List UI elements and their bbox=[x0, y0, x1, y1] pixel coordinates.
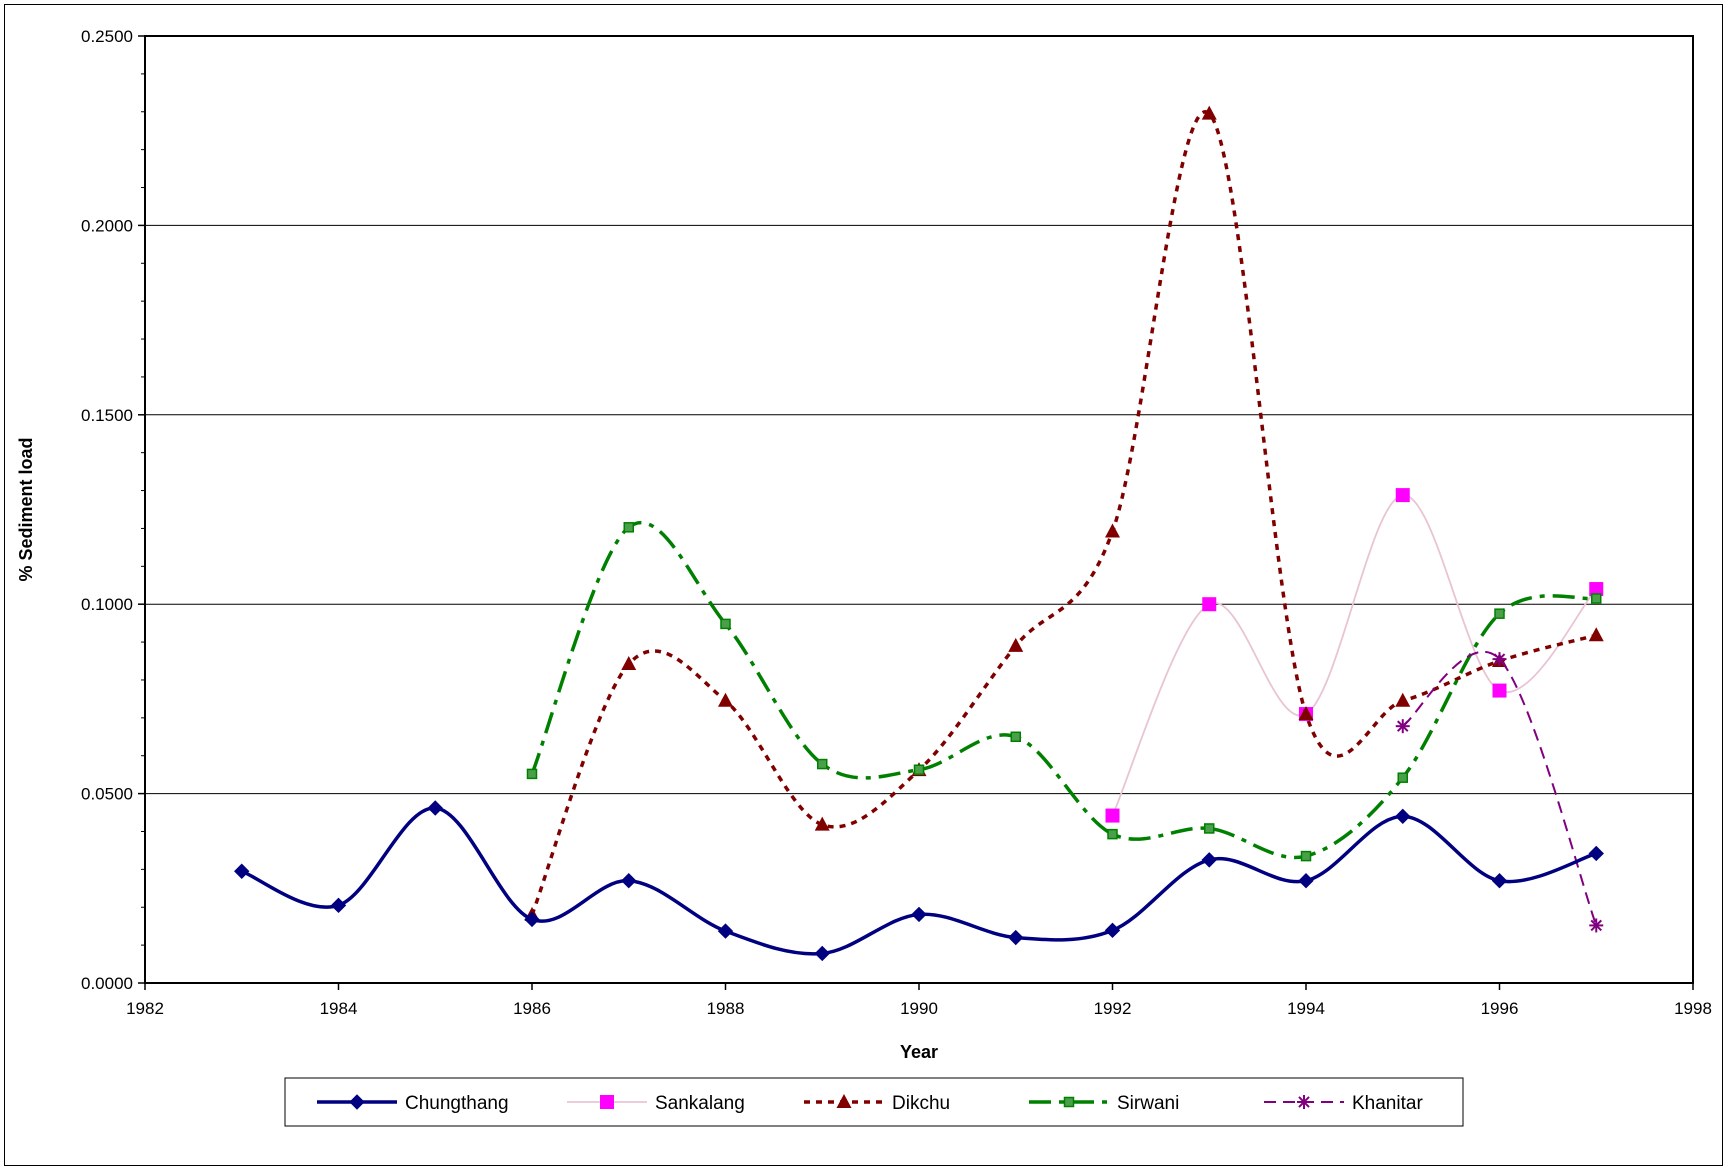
data-point-chungthang bbox=[1493, 874, 1507, 888]
data-point-chungthang bbox=[1589, 846, 1603, 860]
data-point-sirwani bbox=[1108, 830, 1117, 839]
legend: Chungthang Sankalang Dikchu Sirwani Khanitar bbox=[285, 1078, 1463, 1126]
data-point-dikchu bbox=[1395, 693, 1410, 707]
y-tick-label: 0.2000 bbox=[81, 216, 133, 235]
series-sankalang bbox=[1106, 488, 1604, 822]
data-point-chungthang bbox=[1299, 874, 1313, 888]
data-point-sirwani bbox=[1302, 852, 1311, 861]
data-point-chungthang bbox=[525, 912, 539, 926]
legend-marker bbox=[1065, 1098, 1074, 1107]
y-tick-label: 0.0500 bbox=[81, 785, 133, 804]
x-tick-label: 1998 bbox=[1674, 999, 1712, 1018]
legend-label: Dikchu bbox=[892, 1093, 950, 1114]
x-axis: 1982 1984 1986 1988 1990 1992 1994 1996 1998 bbox=[126, 983, 1712, 1018]
y-axis: 0.0000 0.0500 0.1000 0.1500 0.2000 0.2500 bbox=[81, 27, 145, 993]
x-tick-label: 1994 bbox=[1287, 999, 1325, 1018]
data-point-sirwani bbox=[818, 760, 827, 769]
data-point-dikchu bbox=[1105, 523, 1120, 537]
data-point-sirwani bbox=[1205, 824, 1214, 833]
y-axis-title: % Sediment load bbox=[16, 437, 36, 581]
y-tick-label: 0.1000 bbox=[81, 595, 133, 614]
x-tick-label: 1988 bbox=[707, 999, 745, 1018]
data-point-sankalang bbox=[1396, 488, 1410, 502]
legend-label: Khanitar bbox=[1352, 1093, 1423, 1114]
data-point-chungthang bbox=[332, 898, 346, 912]
data-point-chungthang bbox=[428, 801, 442, 815]
y-tick-label: 0.2500 bbox=[81, 27, 133, 46]
x-tick-label: 1984 bbox=[320, 999, 358, 1018]
data-point-sirwani bbox=[1495, 609, 1504, 618]
series-chungthang bbox=[235, 801, 1604, 960]
data-point-chungthang bbox=[719, 924, 733, 938]
plot-area bbox=[145, 36, 1693, 983]
data-point-sankalang bbox=[1493, 684, 1507, 698]
data-point-khanitar bbox=[1589, 918, 1603, 932]
data-point-chungthang bbox=[1202, 853, 1216, 867]
data-point-khanitar bbox=[1396, 719, 1410, 733]
data-point-sirwani bbox=[1011, 732, 1020, 741]
data-point-sirwani bbox=[528, 769, 537, 778]
data-point-chungthang bbox=[912, 907, 926, 921]
series-group bbox=[235, 106, 1604, 961]
data-point-chungthang bbox=[235, 864, 249, 878]
x-tick-label: 1996 bbox=[1481, 999, 1519, 1018]
data-point-sirwani bbox=[1398, 773, 1407, 782]
x-tick-label: 1986 bbox=[513, 999, 551, 1018]
gridlines bbox=[145, 225, 1693, 793]
data-point-sirwani bbox=[915, 765, 924, 774]
y-tick-label: 0.1500 bbox=[81, 406, 133, 425]
x-axis-title: Year bbox=[900, 1042, 938, 1062]
data-point-chungthang bbox=[622, 874, 636, 888]
data-point-sirwani bbox=[1592, 594, 1601, 603]
legend-marker bbox=[1297, 1095, 1311, 1109]
y-tick-label: 0.0000 bbox=[81, 974, 133, 993]
data-point-dikchu bbox=[718, 693, 733, 707]
data-point-chungthang bbox=[1396, 809, 1410, 823]
legend-label: Chungthang bbox=[405, 1093, 509, 1114]
series-dikchu bbox=[525, 106, 1604, 921]
data-point-khanitar bbox=[1493, 652, 1507, 666]
legend-label: Sankalang bbox=[655, 1093, 745, 1114]
legend-label: Sirwani bbox=[1117, 1093, 1179, 1114]
series-line-chungthang bbox=[242, 808, 1597, 954]
x-tick-label: 1992 bbox=[1094, 999, 1132, 1018]
series-sirwani bbox=[528, 523, 1601, 861]
data-point-sirwani bbox=[624, 523, 633, 532]
data-point-chungthang bbox=[1106, 923, 1120, 937]
data-point-dikchu bbox=[1589, 627, 1604, 641]
x-tick-label: 1990 bbox=[900, 999, 938, 1018]
legend-marker bbox=[600, 1095, 614, 1109]
data-point-sankalang bbox=[1202, 597, 1216, 611]
data-point-chungthang bbox=[1009, 931, 1023, 945]
series-line-dikchu bbox=[532, 112, 1596, 915]
x-tick-label: 1982 bbox=[126, 999, 164, 1018]
data-point-sirwani bbox=[721, 619, 730, 628]
data-point-chungthang bbox=[815, 946, 829, 960]
data-point-sankalang bbox=[1106, 809, 1120, 823]
